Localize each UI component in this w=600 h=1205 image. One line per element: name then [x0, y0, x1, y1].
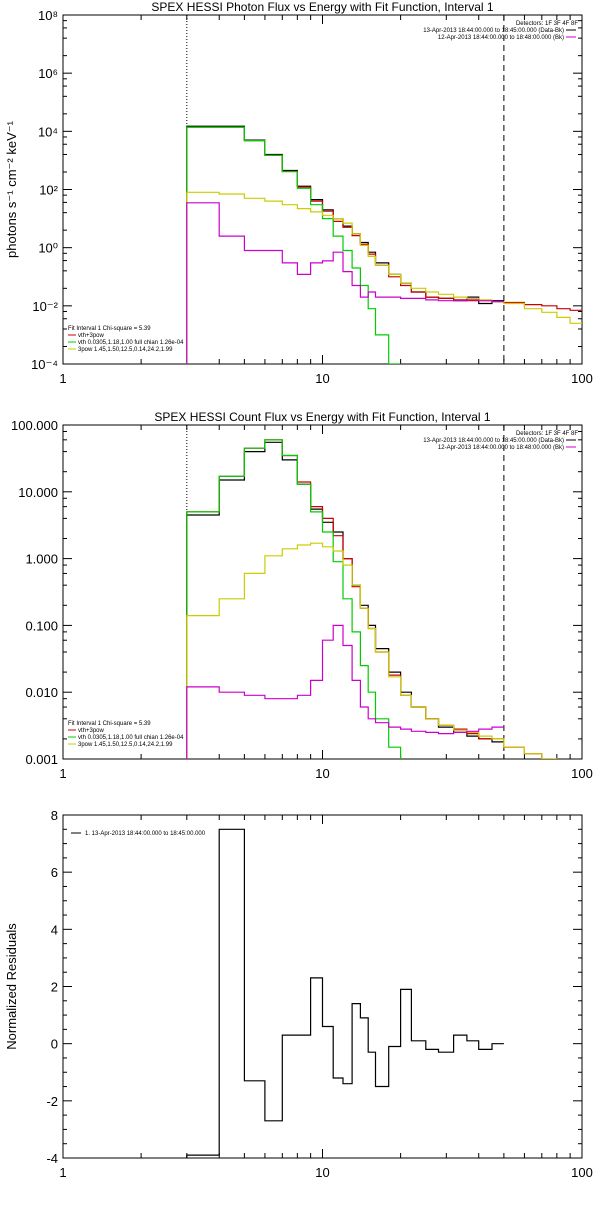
series-line-2 [186, 439, 402, 759]
y-tick-label: 10⁶ [38, 66, 58, 81]
y-tick-label: 0.001 [25, 752, 58, 767]
y-tick-label: 1.000 [25, 552, 58, 567]
y-axis-label: Normalized Residuals [4, 923, 19, 1050]
legend: 1. 13-Apr-2013 18:44:00.000 to 18:45:00.… [71, 831, 206, 837]
y-tick-label: 100.000 [11, 418, 58, 433]
fit-legend-entry: vth 0.0305,1.18,1.00 full chian 1.26e-04 [78, 735, 184, 741]
fit-legend-header: Fit Interval 1 Chi-square = 5.39 [68, 326, 151, 332]
x-tick-label: 1 [59, 766, 66, 781]
fit-legend-entry: vth+3pow [78, 333, 105, 339]
x-tick-label: 100 [571, 1165, 593, 1180]
chart-title: SPEX HESSI Photon Flux vs Energy with Fi… [151, 0, 493, 14]
series-line-3 [186, 542, 558, 759]
fit-legend-entry: vth+3pow [78, 728, 105, 734]
x-tick-label: 1 [59, 371, 66, 386]
count-flux-panel: SPEX HESSI Count Flux vs Energy with Fit… [11, 410, 593, 781]
y-axis-label: photons s⁻¹ cm⁻² keV⁻¹ [4, 120, 19, 258]
y-tick-label: 10⁸ [38, 8, 58, 23]
y-tick-label: 10⁻² [32, 299, 58, 314]
y-tick-label: 10.000 [18, 485, 58, 500]
x-tick-label: 100 [571, 371, 593, 386]
series-line-4 [186, 624, 504, 759]
y-tick-label: 0.010 [25, 685, 58, 700]
x-tick-label: 10 [315, 766, 329, 781]
series-group [186, 125, 582, 364]
legend-header: Detectors: 1F 3F 4F 8F [516, 21, 578, 27]
series-line-2 [186, 126, 401, 364]
y-tick-label: 0.100 [25, 618, 58, 633]
y-tick-label: 10² [39, 183, 58, 198]
series-line-0 [186, 828, 504, 1158]
photon-flux-panel: SPEX HESSI Photon Flux vs Energy with Fi… [4, 0, 593, 386]
fit-legend-entry: vth 0.0305,1.18,1.00 full chian 1.26e-04 [78, 340, 184, 346]
fit-legend-entry: 3pow 1.45,1.50,12.5,0.14,24.2,1.99 [78, 742, 173, 748]
series-line-0 [186, 125, 504, 364]
y-tick-label: 2 [51, 980, 58, 995]
legend-entry: 13-Apr-2013 18:44:00.000 to 18:45:00.000… [423, 438, 564, 444]
legend-entry: 12-Apr-2013 18:44:00.000 to 18:48:00.000… [438, 445, 564, 451]
y-tick-label: 10⁰ [38, 241, 58, 256]
legend-entry: 13-Apr-2013 18:44:00.000 to 18:45:00.000… [423, 28, 564, 34]
fit-legend-header: Fit Interval 1 Chi-square = 5.39 [68, 721, 151, 727]
chart-title: SPEX HESSI Count Flux vs Energy with Fit… [154, 410, 490, 424]
y-tick-label: -4 [46, 1151, 58, 1166]
legend-entry: 1. 13-Apr-2013 18:44:00.000 to 18:45:00.… [85, 831, 206, 837]
series-line-4 [186, 202, 504, 364]
series-line-1 [186, 439, 558, 759]
series-line-3 [186, 191, 582, 364]
y-tick-label: -2 [46, 1094, 58, 1109]
legend-entry: 12-Apr-2013 18:44:00.000 to 18:48:00.000… [438, 35, 564, 41]
residuals-panel: 1 10 100 -4 -2 0 2 4 6 8 Normalized Residuals 1. 13… [4, 808, 593, 1180]
y-tick-label: 0 [51, 1037, 58, 1052]
x-tick-label: 10 [315, 371, 329, 386]
legend-header: Detectors: 1F 3F 4F 8F [516, 431, 578, 437]
x-tick-label: 10 [315, 1165, 329, 1180]
series-line-0 [186, 441, 504, 759]
series-line-1 [186, 126, 582, 364]
series-group [186, 439, 558, 759]
y-tick-label: 10⁻⁴ [31, 357, 58, 372]
y-tick-label: 8 [51, 808, 58, 823]
x-tick-label: 1 [59, 1165, 66, 1180]
fit-legend: Fit Interval 1 Chi-square = 5.39vth+3pow… [68, 721, 184, 748]
y-tick-label: 4 [51, 922, 58, 937]
series-group [186, 828, 504, 1158]
fit-legend-entry: 3pow 1.45,1.50,12.5,0.14,24.2,1.99 [78, 347, 173, 353]
x-tick-label: 100 [571, 766, 593, 781]
y-tick-label: 6 [51, 865, 58, 880]
fit-legend: Fit Interval 1 Chi-square = 5.39vth+3pow… [68, 326, 184, 353]
y-tick-label: 10⁴ [38, 124, 58, 139]
